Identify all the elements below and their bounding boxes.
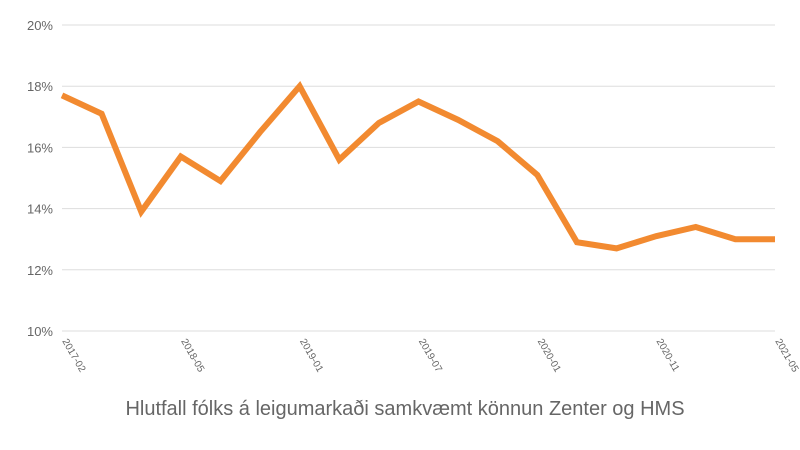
x-tick-label: 2021-05 (772, 337, 800, 375)
x-tick-label: 2017-02 (59, 337, 87, 375)
y-tick-label: 18% (27, 79, 53, 94)
y-tick-label: 20% (27, 18, 53, 33)
x-tick-label: 2018-05 (178, 337, 206, 375)
y-tick-label: 16% (27, 140, 53, 155)
y-tick-label: 14% (27, 202, 53, 217)
y-tick-label: 10% (27, 324, 53, 339)
x-tick-label: 2019-01 (297, 337, 325, 375)
x-tick-label: 2020-01 (535, 337, 563, 375)
x-tick-label: 2019-07 (416, 337, 444, 375)
line (60, 80, 775, 252)
x-tick-label: 2020-11 (654, 337, 682, 374)
chart-title: Hlutfall fólks á leigumarkaði samkvæmt k… (125, 398, 684, 420)
y-tick-label: 12% (27, 263, 53, 278)
